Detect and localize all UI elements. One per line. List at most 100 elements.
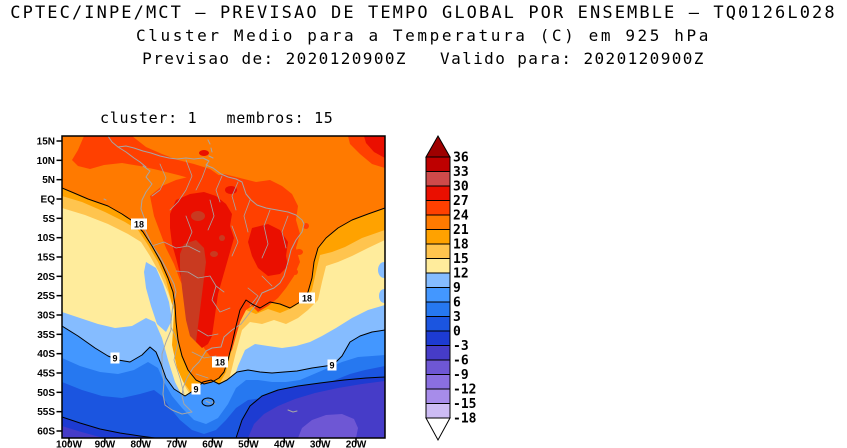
colorbar-swatch [425, 243, 451, 259]
colorbar-level-label: 9 [453, 281, 461, 296]
contour-label: 18 [134, 220, 144, 230]
lat-tick-label: 50S [37, 388, 55, 399]
map-frame [61, 135, 386, 439]
lat-tick-label: 20S [37, 272, 55, 283]
contour-label-box [212, 356, 228, 368]
colorbar-swatch [425, 301, 451, 317]
colorbar-level-label: 33 [453, 165, 469, 180]
colorbar-swatch [425, 359, 451, 375]
colorbar-level-label: -15 [453, 397, 476, 412]
colorbar-swatch [425, 388, 451, 404]
contour-label-box [191, 383, 201, 395]
lat-tick-label: 45S [37, 368, 55, 379]
colorbar-swatch [425, 272, 451, 288]
contour-labels: 18 18 18 9 9 9 [110, 218, 337, 395]
colorbar-level-label: 24 [453, 209, 469, 224]
lon-tick-label: 80W [130, 440, 151, 448]
lon-tick-label: 30W [310, 440, 331, 448]
lon-tick-label: 100W [56, 440, 83, 448]
lon-tick-label: 50W [238, 440, 259, 448]
main-title: CPTEC/INPE/MCT – PREVISAO DE TEMPO GLOBA… [10, 3, 837, 23]
colorbar-level-label: 3 [453, 310, 461, 325]
colorbar-swatch [425, 185, 451, 201]
shading-red-spot-center [225, 186, 237, 194]
shading-band-m6-m3-southwest [62, 426, 104, 438]
political-borders [151, 159, 289, 395]
contour-9C-island [201, 397, 215, 407]
colorbar-level-label: 27 [453, 194, 469, 209]
contour-label-box [131, 218, 147, 230]
shading-hot-spot-east-3 [303, 223, 309, 229]
shading-hottest-spot-3 [219, 235, 225, 241]
lon-tick-label: 40W [274, 440, 295, 448]
contour-label: 9 [112, 354, 117, 364]
contour-label-box [327, 359, 337, 371]
colorbar-swatch [425, 287, 451, 303]
colorbar-level-label: 0 [453, 325, 461, 340]
lat-tick-label: 35S [37, 330, 55, 341]
south-georgia-island [287, 409, 298, 413]
shading-red-spot-north [199, 150, 209, 156]
lat-tick-label: 10S [37, 233, 55, 244]
shading-red-northeast-corner [364, 136, 385, 158]
shading-red-core-east [248, 224, 288, 276]
galapagos-island [103, 198, 107, 201]
colorbar-arrow-below [425, 417, 451, 442]
colorbar-level-label: -9 [453, 368, 469, 383]
contour-label: 9 [193, 385, 198, 395]
shading-hot-spot-east-1 [295, 249, 303, 255]
shading-hottest-core [180, 240, 206, 342]
colorbar-swatch [425, 258, 451, 274]
lon-tick-label: 20W [346, 440, 367, 448]
lon-tick-label: 70W [166, 440, 187, 448]
border-lines-north [151, 159, 289, 259]
colorbar-level-label: 15 [453, 252, 469, 267]
colorbar-swatch [425, 214, 451, 230]
forecast-valid-title: Previsao de: 2020120900Z Valido para: 20… [142, 49, 705, 68]
lat-tick-label: 60S [37, 426, 55, 437]
cluster-members-label: cluster: 1 membros: 15 [100, 109, 334, 127]
shading-hot-spot-east-2 [292, 269, 298, 275]
lon-tick-label: 90W [95, 440, 116, 448]
colorbar-swatch [425, 156, 451, 172]
coastlines [103, 136, 305, 415]
variable-title: Cluster Medio para a Temperatura (C) em … [136, 26, 711, 45]
contour-label: 18 [215, 358, 225, 368]
contour-label-box [110, 352, 120, 364]
colorbar-level-label: -3 [453, 339, 469, 354]
lat-tick-label: 10N [37, 156, 55, 167]
contour-label: 18 [302, 294, 312, 304]
colorbar-swatch [425, 403, 451, 419]
shading-coastal-cool-sliver [144, 262, 172, 332]
map-canvas: 18 18 18 9 9 9 [62, 136, 385, 438]
lat-tick-label: 25S [37, 291, 55, 302]
shading-spot-cool-east-1 [378, 262, 385, 278]
colorbar-level-label: -6 [453, 354, 469, 369]
lat-tick-label: 15N [37, 137, 55, 148]
lat-tick-label: 55S [37, 407, 55, 418]
colorbar-swatch [425, 229, 451, 245]
lat-tick-label: EQ [41, 194, 56, 205]
contour-0C-west [62, 416, 156, 438]
colorbar-level-label: 30 [453, 180, 469, 195]
axes: 15N 10N 5N EQ 5S 10S 15S 20S 25S 30S 35S 40S 45S 50S 5… [37, 137, 367, 448]
shading-band-m3-0-west [62, 417, 155, 438]
lat-tick-label: 40S [37, 349, 55, 360]
lon-tick-label: 60W [202, 440, 223, 448]
colorbar-swatch [425, 171, 451, 187]
lat-tick-label: 30S [37, 310, 55, 321]
colorbar-level-label: 12 [453, 267, 469, 282]
shading-patch-m9-m6 [298, 414, 358, 438]
lat-tick-label: 5N [42, 175, 55, 186]
colorbar-swatch [425, 330, 451, 346]
shading-hottest-spot-1 [191, 211, 205, 221]
border-lines-south [170, 326, 219, 395]
colorbar-level-label: 6 [453, 296, 461, 311]
south-america-coastline [107, 136, 305, 415]
colorbar-level-label: -18 [453, 412, 477, 427]
contour-label-box [299, 292, 315, 304]
colorbar-swatch [425, 316, 451, 332]
colorbar-swatch [425, 345, 451, 361]
border-lines-central [151, 199, 273, 313]
